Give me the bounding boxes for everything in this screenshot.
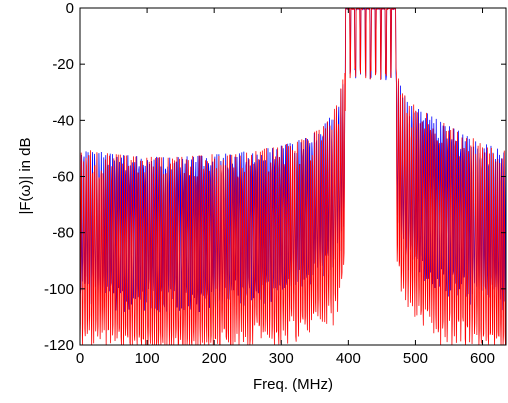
x-tick-label: 100 [135,350,160,367]
series-layer [80,8,506,345]
x-tick-label: 500 [403,350,428,367]
y-tick-label: -20 [52,56,74,73]
y-axis-label: |F(ω)| in dB [17,137,34,214]
x-tick-label: 200 [202,350,227,367]
red-response-series [80,8,506,345]
x-tick-label: 400 [336,350,361,367]
x-axis-label: Freq. (MHz) [253,376,333,393]
y-tick-label: -120 [44,337,74,354]
y-tick-label: -100 [44,281,74,298]
y-tick-label: -40 [52,112,74,129]
y-tick-label: 0 [66,0,74,17]
y-tick-label: -80 [52,225,74,242]
x-tick-label: 600 [470,350,495,367]
x-tick-label: 0 [76,350,84,367]
x-axis: 0 100 200 300 400 500 600 [76,8,495,367]
x-tick-label: 300 [269,350,294,367]
y-tick-label: -60 [52,169,74,186]
y-axis: 0 -20 -40 -60 -80 -100 -120 [44,0,506,354]
